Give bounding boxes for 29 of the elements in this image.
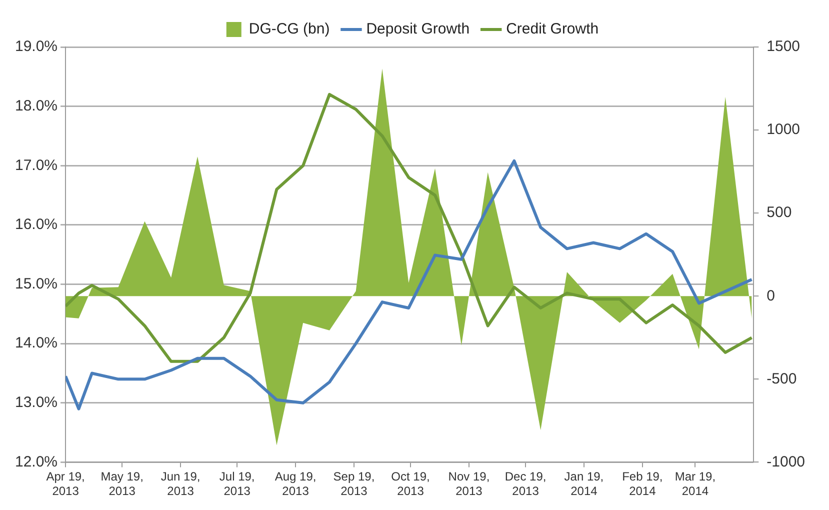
x-tick-label: Dec 19, 2013 [504,470,546,498]
y2-tick-label: -500 [766,370,797,388]
y2-tick-label: 1000 [766,121,800,138]
x-tick-label: Oct 19, 2013 [391,470,430,498]
y-tick-label: 16.0% [14,216,58,234]
y-tick-label: 17.0% [14,156,58,174]
y-tick-label: 13.0% [14,394,58,412]
x-tick-label: Apr 19, 2013 [46,470,85,498]
y-tick-label: 18.0% [14,97,58,114]
y2-tick-label: 500 [766,204,792,222]
x-tick-label: Sep 19, 2013 [333,470,375,498]
x-tick-label: Feb 19, 2014 [622,470,663,498]
x-tick-label: Jun 19, 2013 [160,470,200,498]
x-tick-label: May 19, 2013 [100,470,144,498]
legend-label: DG-CG (bn) [248,20,330,38]
x-tick-label: Nov 19, 2013 [448,470,490,498]
y2-tick-label: 0 [766,287,775,304]
y-tick-label: 19.0% [14,38,58,56]
x-tick-label: Aug 19, 2013 [274,470,316,498]
y2-tick-label: -1000 [766,453,806,470]
legend-label: Credit Growth [506,20,599,38]
legend-label: Deposit Growth [366,20,470,38]
x-tick-label: Mar 19, 2014 [674,470,716,498]
y-tick-label: 15.0% [14,275,58,292]
y-tick-label: 14.0% [14,334,58,352]
y-tick-label: 12.0% [14,453,58,470]
x-tick-label: Jul 19, 2013 [219,470,255,498]
x-tick-label: Jan 19, 2014 [564,470,604,498]
y2-tick-label: 1500 [766,38,800,56]
